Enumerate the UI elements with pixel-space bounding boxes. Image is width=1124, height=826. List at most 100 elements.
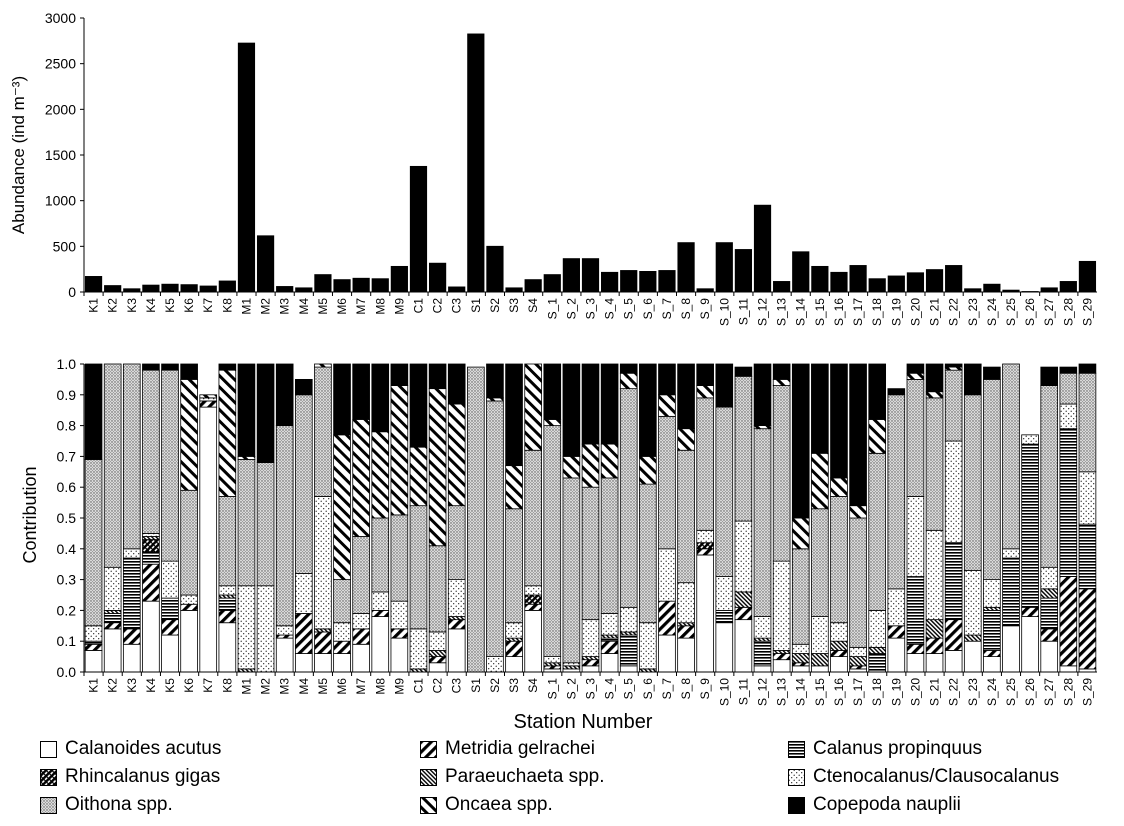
contribution-x-tick-label: S_19 <box>889 678 903 706</box>
contribution-x-tick-label: M2 <box>259 678 273 695</box>
abundance-bar <box>428 262 447 292</box>
contribution-bar-segment <box>868 610 887 648</box>
contribution-bar-segment <box>944 440 963 544</box>
contribution-bar-segment <box>772 653 791 661</box>
contribution-bar-segment <box>658 548 676 602</box>
contribution-bar-segment <box>887 394 906 590</box>
contribution-bar-segment <box>275 625 294 636</box>
abundance-x-tick-label: S_12 <box>756 298 770 326</box>
legend-item: Ctenocalanus/Clausocalanus <box>788 766 1059 788</box>
contribution-bar-segment <box>791 662 810 667</box>
contribution-bar-segment <box>333 653 351 673</box>
contribution-x-tick-label: K6 <box>182 678 196 693</box>
contribution-bar-segment <box>715 622 734 673</box>
legend-label: Oncaea spp. <box>445 794 553 815</box>
abundance-y-tick-label: 2500 <box>45 56 76 72</box>
abundance-x-tick-label: S_5 <box>622 298 636 320</box>
contribution-bar-segment <box>696 548 714 556</box>
contribution-bar-segment <box>84 363 103 460</box>
contribution-bar-segment <box>524 585 542 596</box>
abundance-bar <box>715 242 733 292</box>
abundance-x-tick-label: K4 <box>144 298 158 313</box>
abundance-bar <box>505 287 523 292</box>
contribution-x-tick-label: S_15 <box>813 678 827 706</box>
contribution-bar-segment <box>696 554 714 673</box>
contribution-bar-segment <box>505 363 523 467</box>
contribution-bar-segment <box>371 610 390 617</box>
contribution-bar-segment <box>1078 363 1097 374</box>
contribution-bar-segment <box>944 363 963 368</box>
contribution-y-axis-label: Contribution <box>20 466 40 563</box>
abundance-bar <box>390 265 408 292</box>
contribution-bar-segment <box>581 665 600 673</box>
abundance-x-tick-label: K6 <box>182 298 196 313</box>
abundance-x-tick-label: S_16 <box>832 298 846 326</box>
abundance-x-tick-label: S_24 <box>985 298 999 326</box>
contribution-y-tick-label: 0.4 <box>57 541 77 557</box>
legend-swatch <box>788 740 805 758</box>
legend-swatch <box>420 768 437 786</box>
abundance-bar <box>371 278 389 292</box>
contribution-bar-segment <box>772 659 791 673</box>
abundance-bar <box>792 251 810 292</box>
contribution-bar-segment <box>963 640 982 673</box>
contribution-bar-segment <box>811 363 829 454</box>
abundance-bar <box>543 274 561 292</box>
contribution-bar-segment <box>619 665 638 673</box>
contribution-y-tick-label: 0.5 <box>57 510 77 526</box>
contribution-x-tick-label: K3 <box>125 678 139 693</box>
contribution-bar-segment <box>524 594 542 605</box>
contribution-bar-segment <box>600 443 619 479</box>
contribution-bar-segment <box>734 375 753 522</box>
contribution-bar-segment <box>600 653 619 673</box>
contribution-bar-segment <box>199 397 218 402</box>
abundance-x-tick-label: S_27 <box>1042 298 1056 326</box>
contribution-bar-segment <box>390 637 409 673</box>
abundance-x-tick-label: S_14 <box>794 298 808 326</box>
contribution-x-tick-label: S_17 <box>851 678 865 706</box>
contribution-bar-segment <box>753 640 772 667</box>
contribution-bar-segment <box>639 483 657 624</box>
contribution-bar-segment <box>963 394 982 571</box>
abundance-x-tick-label: S_29 <box>1080 298 1094 326</box>
contribution-bar-segment <box>696 529 714 544</box>
contribution-bar-segment <box>180 378 198 491</box>
contribution-bar-segment <box>1078 372 1097 473</box>
contribution-bar-segment <box>906 363 925 374</box>
contribution-x-tick-label: M6 <box>335 678 349 695</box>
contribution-x-tick-label: S_6 <box>641 678 655 700</box>
abundance-bar <box>658 270 676 292</box>
contribution-bar-segment <box>715 363 734 408</box>
contribution-bar-segment <box>887 388 906 396</box>
contribution-bar-segment <box>677 637 695 673</box>
contribution-bar-segment <box>390 385 409 516</box>
abundance-bar <box>314 274 332 292</box>
contribution-bar-segment <box>275 425 294 627</box>
contribution-x-tick-label: M8 <box>373 678 387 695</box>
legend-item: Rhincalanus gigas <box>40 766 220 788</box>
contribution-bar-segment <box>218 610 237 624</box>
legend-label: Oithona spp. <box>65 794 173 815</box>
contribution-bar-segment <box>314 366 332 497</box>
contribution-bar-segment <box>428 656 447 664</box>
contribution-bar-segment <box>333 622 351 642</box>
contribution-bar-segment <box>772 650 791 654</box>
contribution-bar-segment <box>447 505 466 580</box>
contribution-x-tick-label: S_20 <box>908 678 922 706</box>
contribution-bar-segment <box>409 446 428 507</box>
contribution-bar-segment <box>84 640 103 645</box>
contribution-bar-segment <box>1040 640 1059 673</box>
contribution-bar-segment <box>696 363 714 386</box>
contribution-bar-segment <box>161 369 179 562</box>
abundance-x-tick-label: K7 <box>201 298 215 313</box>
abundance-bar <box>773 281 791 292</box>
contribution-bar-segment <box>103 610 122 614</box>
contribution-x-tick-label: S_18 <box>870 678 884 706</box>
contribution-bar-segment <box>314 628 332 633</box>
contribution-bar-segment <box>1040 628 1059 642</box>
contribution-bar-segment <box>314 496 332 630</box>
contribution-bar-segment <box>811 616 829 654</box>
contribution-bar-segment <box>447 628 466 673</box>
contribution-x-tick-label: K7 <box>201 678 215 693</box>
contribution-bar-segment <box>314 363 332 368</box>
